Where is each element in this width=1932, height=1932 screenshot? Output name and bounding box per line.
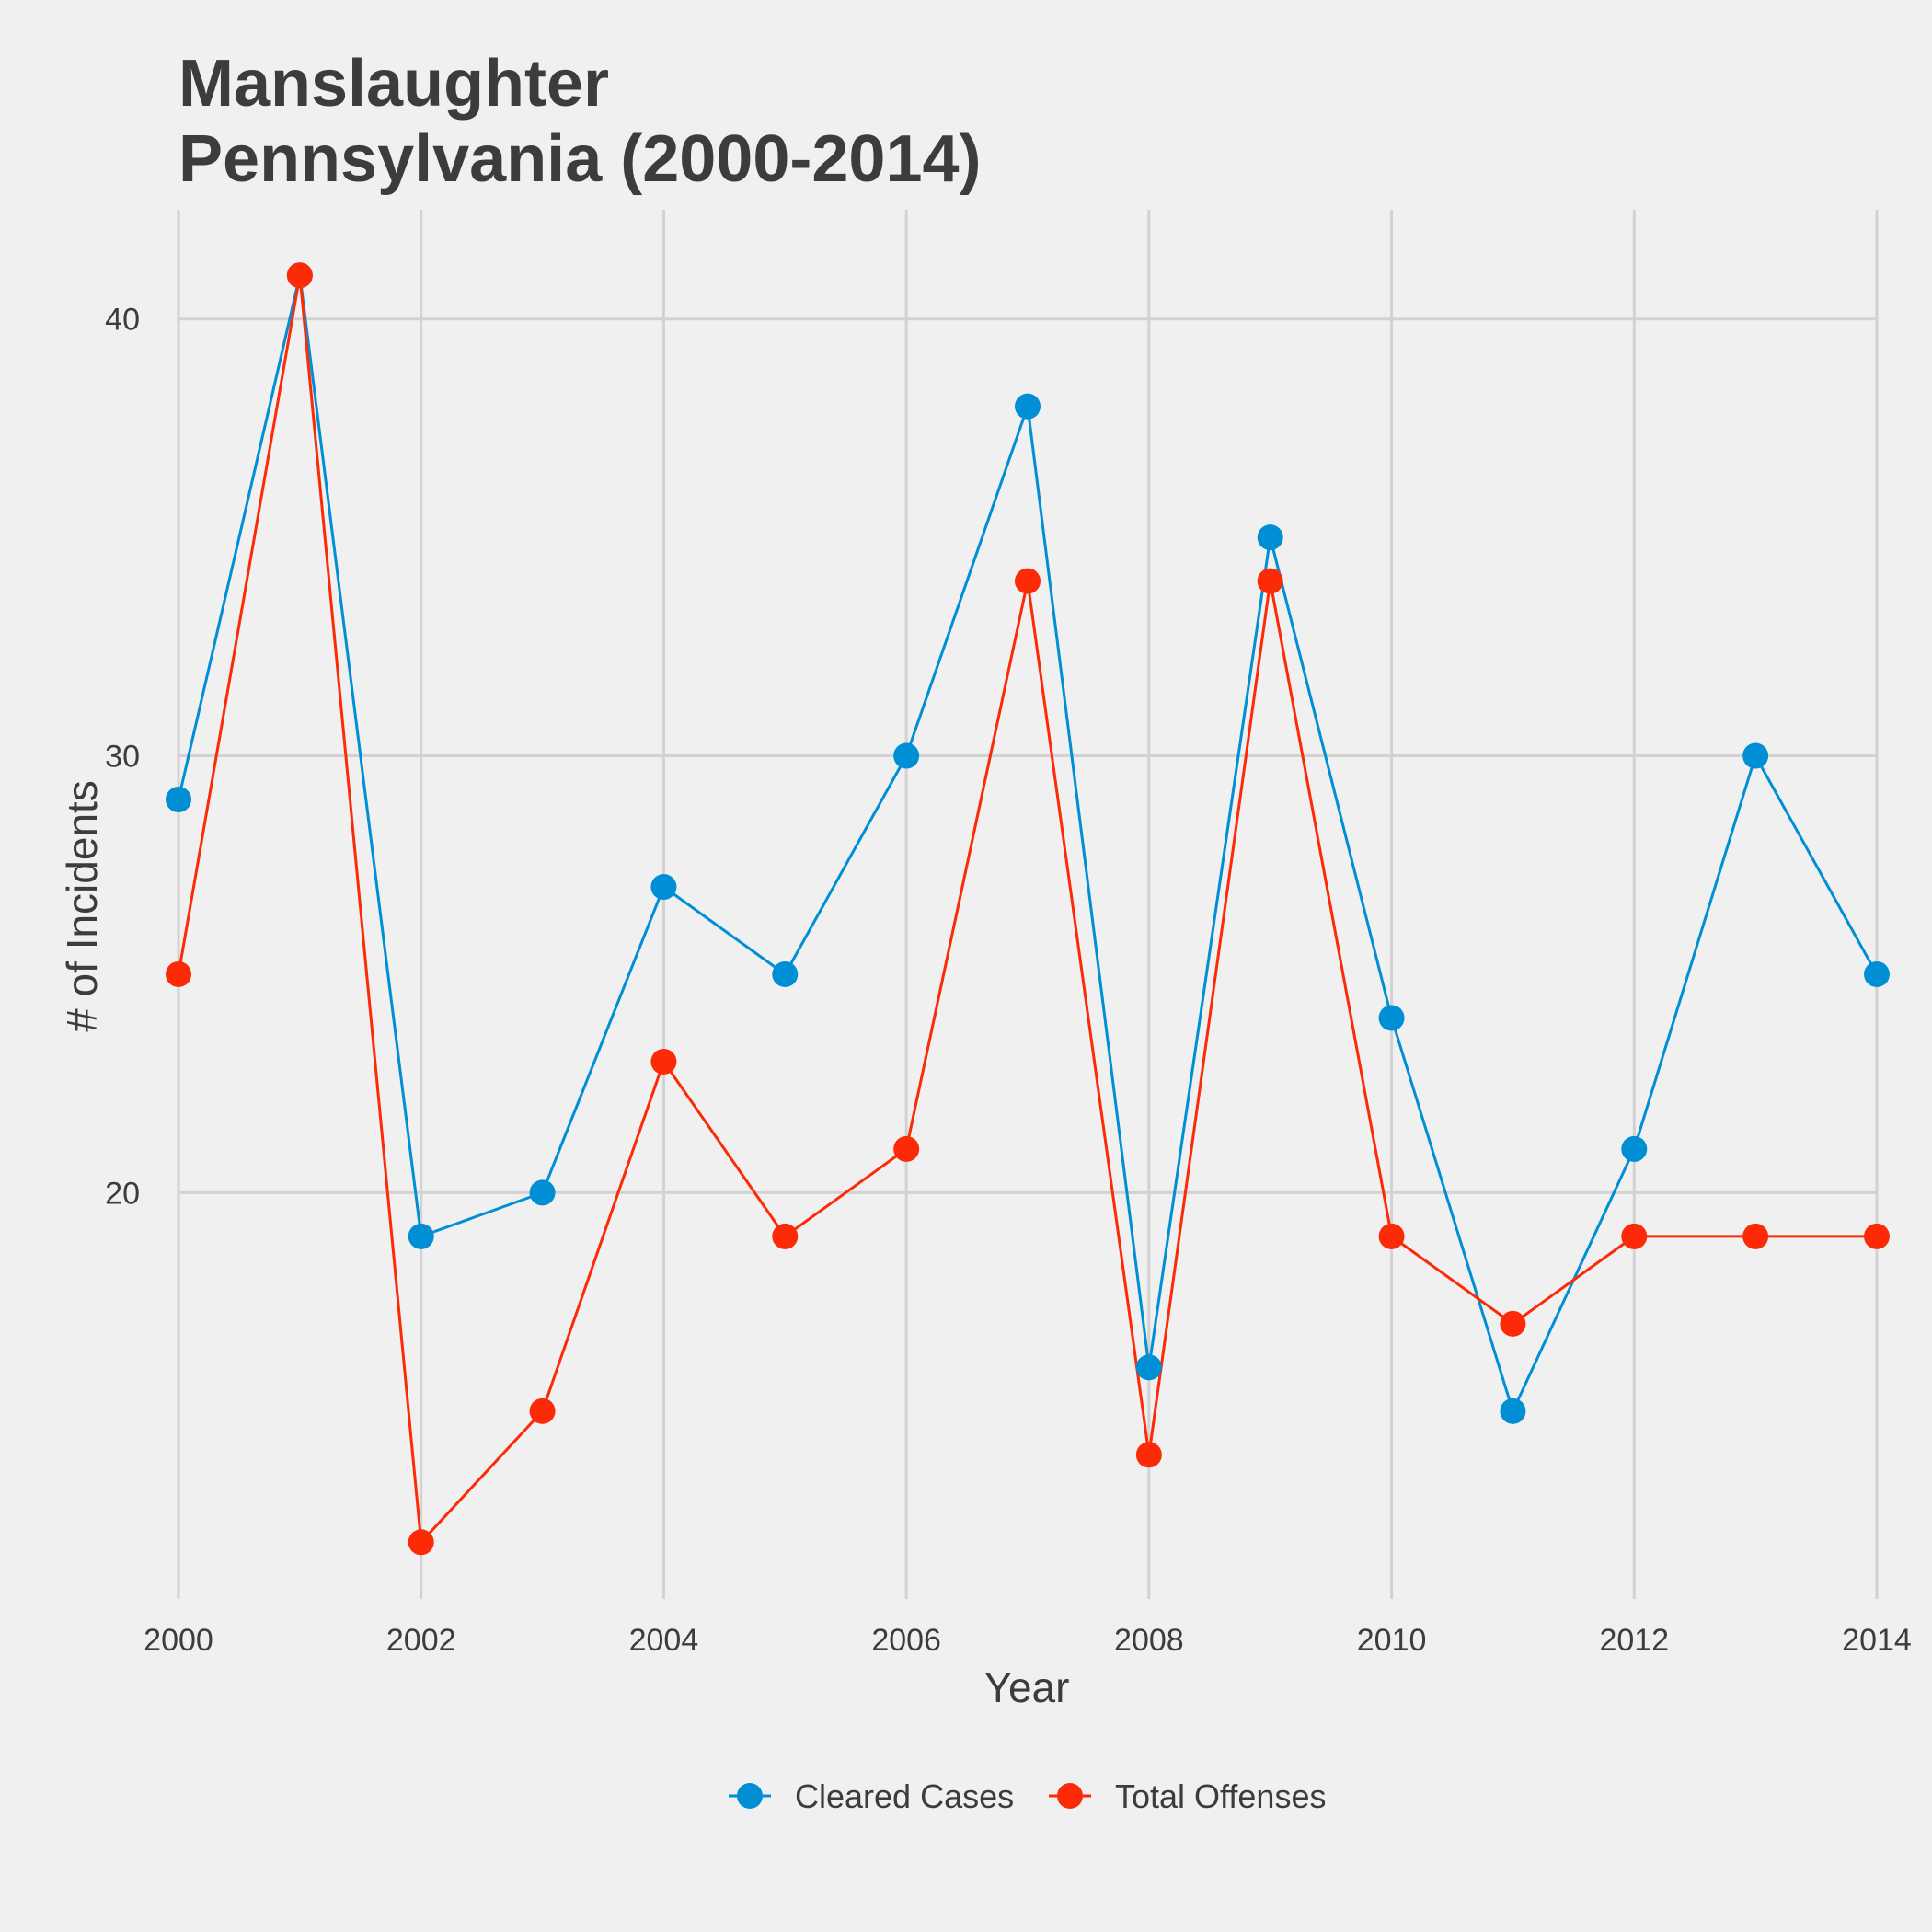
y-tick-label: 40 [105, 303, 140, 338]
x-tick-label: 2002 [386, 1623, 456, 1658]
data-point-cleared-cases [650, 874, 677, 901]
series-points [166, 262, 1890, 1556]
data-point-total-offenses [286, 262, 313, 289]
chart-title-line-1: Manslaughter [178, 47, 609, 121]
data-point-cleared-cases [408, 1223, 434, 1249]
y-tick-label: 30 [105, 740, 140, 775]
x-tick-label: 2010 [1357, 1623, 1427, 1658]
data-point-cleared-cases [1015, 393, 1041, 420]
y-axis-tick-labels: 20 30 40 [105, 303, 140, 1212]
data-point-cleared-cases [1864, 960, 1890, 987]
data-point-cleared-cases [1500, 1397, 1526, 1424]
chart-title-line-2: Pennsylvania (2000-2014) [178, 122, 982, 196]
y-tick-label: 20 [105, 1176, 140, 1211]
legend-label-cleared-cases: Cleared Cases [795, 1777, 1014, 1815]
data-point-total-offenses [1015, 568, 1041, 594]
legend-label-total-offenses: Total Offenses [1115, 1777, 1326, 1815]
x-axis-tick-labels: 2000 2002 2004 2006 2008 2010 2012 2014 [144, 1623, 1912, 1658]
x-tick-label: 2006 [871, 1623, 941, 1658]
data-point-cleared-cases [1135, 1354, 1162, 1381]
data-point-total-offenses [893, 1135, 920, 1162]
x-tick-label: 2004 [629, 1623, 699, 1658]
data-point-total-offenses [1378, 1223, 1405, 1249]
x-axis-title: Year [984, 1663, 1070, 1711]
x-tick-label: 2008 [1114, 1623, 1184, 1658]
data-point-total-offenses [408, 1529, 434, 1556]
data-point-total-offenses [529, 1397, 556, 1424]
data-point-cleared-cases [1257, 524, 1283, 551]
data-point-total-offenses [650, 1048, 677, 1075]
data-point-cleared-cases [893, 742, 920, 769]
data-point-total-offenses [1257, 568, 1283, 594]
x-tick-label: 2012 [1599, 1623, 1669, 1658]
y-axis-title: # of Incidents [58, 780, 106, 1032]
data-point-cleared-cases [529, 1179, 556, 1206]
data-point-total-offenses [772, 1223, 799, 1249]
data-point-cleared-cases [1742, 742, 1769, 769]
x-tick-label: 2014 [1842, 1623, 1912, 1658]
data-point-total-offenses [1621, 1223, 1648, 1249]
data-point-cleared-cases [1621, 1135, 1648, 1162]
data-point-cleared-cases [772, 960, 799, 987]
data-point-total-offenses [1135, 1442, 1162, 1468]
data-point-total-offenses [1864, 1223, 1890, 1249]
data-point-total-offenses [1500, 1310, 1526, 1337]
legend: Cleared Cases Total Offenses [729, 1777, 1326, 1815]
legend-key-total-offenses [1049, 1783, 1091, 1809]
data-point-cleared-cases [166, 787, 191, 813]
x-tick-label: 2000 [144, 1623, 213, 1658]
data-point-total-offenses [166, 960, 191, 987]
data-point-cleared-cases [1378, 1005, 1405, 1031]
legend-key-cleared-cases [729, 1783, 771, 1809]
data-point-total-offenses [1742, 1223, 1769, 1249]
grid [177, 210, 1879, 1599]
